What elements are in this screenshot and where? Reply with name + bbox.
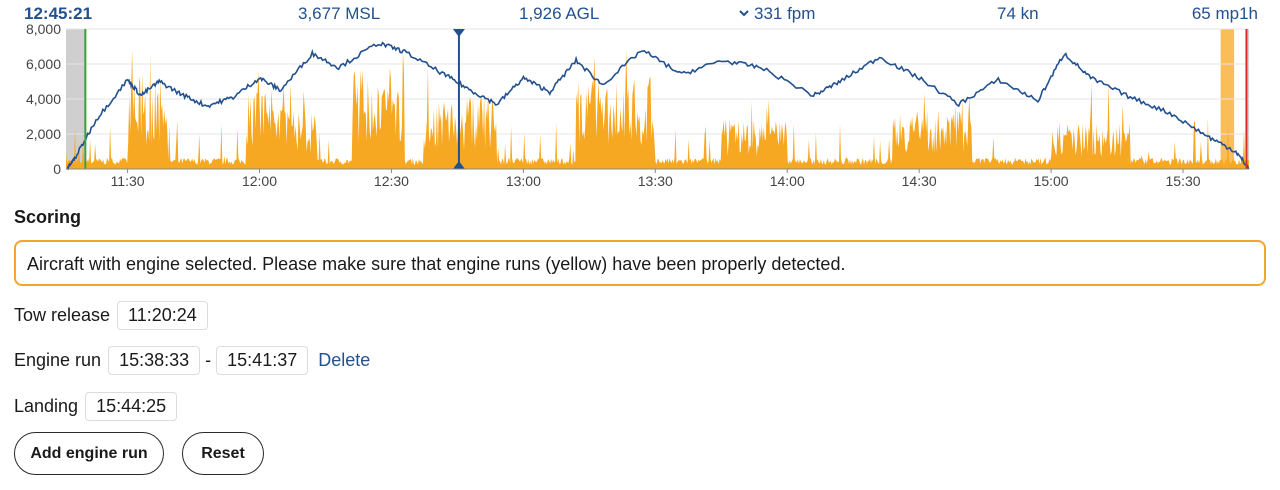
tow-release-time[interactable]: 11:20:24: [117, 300, 208, 330]
tow-release-label: Tow release: [14, 304, 111, 325]
engine-run-row: Engine run 15:38:33 - 15:41:37 Delete: [14, 345, 370, 375]
engine-run-start-time[interactable]: 15:38:33: [108, 345, 201, 375]
msl-altitude-readout: 3,677 MSL: [298, 4, 381, 23]
x-tick-label: 15:00: [1034, 173, 1069, 189]
x-tick-label: 15:30: [1166, 173, 1201, 189]
time-cursor-handle-bottom: [452, 161, 465, 169]
vario-value: 331 fpm: [754, 4, 816, 23]
x-tick-label: 13:30: [638, 173, 673, 189]
engine-noise-area: [66, 50, 1249, 169]
y-tick-label: 6,000: [26, 56, 61, 72]
delete-engine-run-link[interactable]: Delete: [318, 349, 371, 370]
x-tick-label: 12:00: [242, 173, 277, 189]
vario-readout: 331 fpm: [737, 4, 815, 24]
x-tick-label: 11:30: [111, 173, 145, 189]
engine-warning-box: Aircraft with engine selected. Please ma…: [14, 240, 1266, 286]
tow-release-row: Tow release 11:20:24: [14, 300, 208, 330]
landing-time[interactable]: 15:44:25: [85, 391, 178, 421]
engine-warning-text: Aircraft with engine selected. Please ma…: [27, 254, 846, 274]
add-engine-run-button[interactable]: Add engine run: [14, 432, 164, 475]
y-tick-label: 4,000: [26, 91, 61, 107]
engine-run-label: Engine run: [14, 349, 102, 370]
barogram-chart[interactable]: 0 2,000 4,000 6,000 8,000 11:30 12:00 12:30 13:0…: [0, 20, 1280, 192]
reset-button[interactable]: Reset: [182, 432, 264, 475]
agl-altitude-readout: 1,926 AGL: [519, 4, 600, 23]
engine-run-separator: -: [205, 349, 212, 370]
landing-row: Landing 15:44:25: [14, 391, 178, 421]
speed-readout: 74 kn: [997, 4, 1039, 23]
x-tick-label: 14:00: [770, 173, 805, 189]
engine-run-end-time[interactable]: 15:41:37: [216, 345, 309, 375]
ld-readout: 65 mp1h: [1191, 4, 1258, 23]
altitude-line: [66, 41, 1250, 171]
x-tick-label: 12:30: [374, 173, 409, 189]
landing-label: Landing: [14, 395, 79, 416]
x-tick-label: 13:00: [506, 173, 541, 189]
chevron-down-icon: [739, 10, 749, 17]
barogram-svg[interactable]: 0 2,000 4,000 6,000 8,000 11:30 12:00 12:30 13:0…: [0, 20, 1280, 192]
y-tick-label: 0: [53, 161, 61, 177]
y-tick-label: 2,000: [26, 126, 61, 142]
x-tick-label: 14:30: [902, 173, 937, 189]
flight-readout-bar: 12:45:21 3,677 MSL 1,926 AGL 331 fpm 74 …: [0, 4, 1280, 26]
scoring-title: Scoring: [14, 207, 82, 227]
y-tick-label: 8,000: [26, 21, 61, 37]
time-cursor-handle-top: [452, 29, 465, 37]
time-readout: 12:45:21: [24, 4, 93, 23]
